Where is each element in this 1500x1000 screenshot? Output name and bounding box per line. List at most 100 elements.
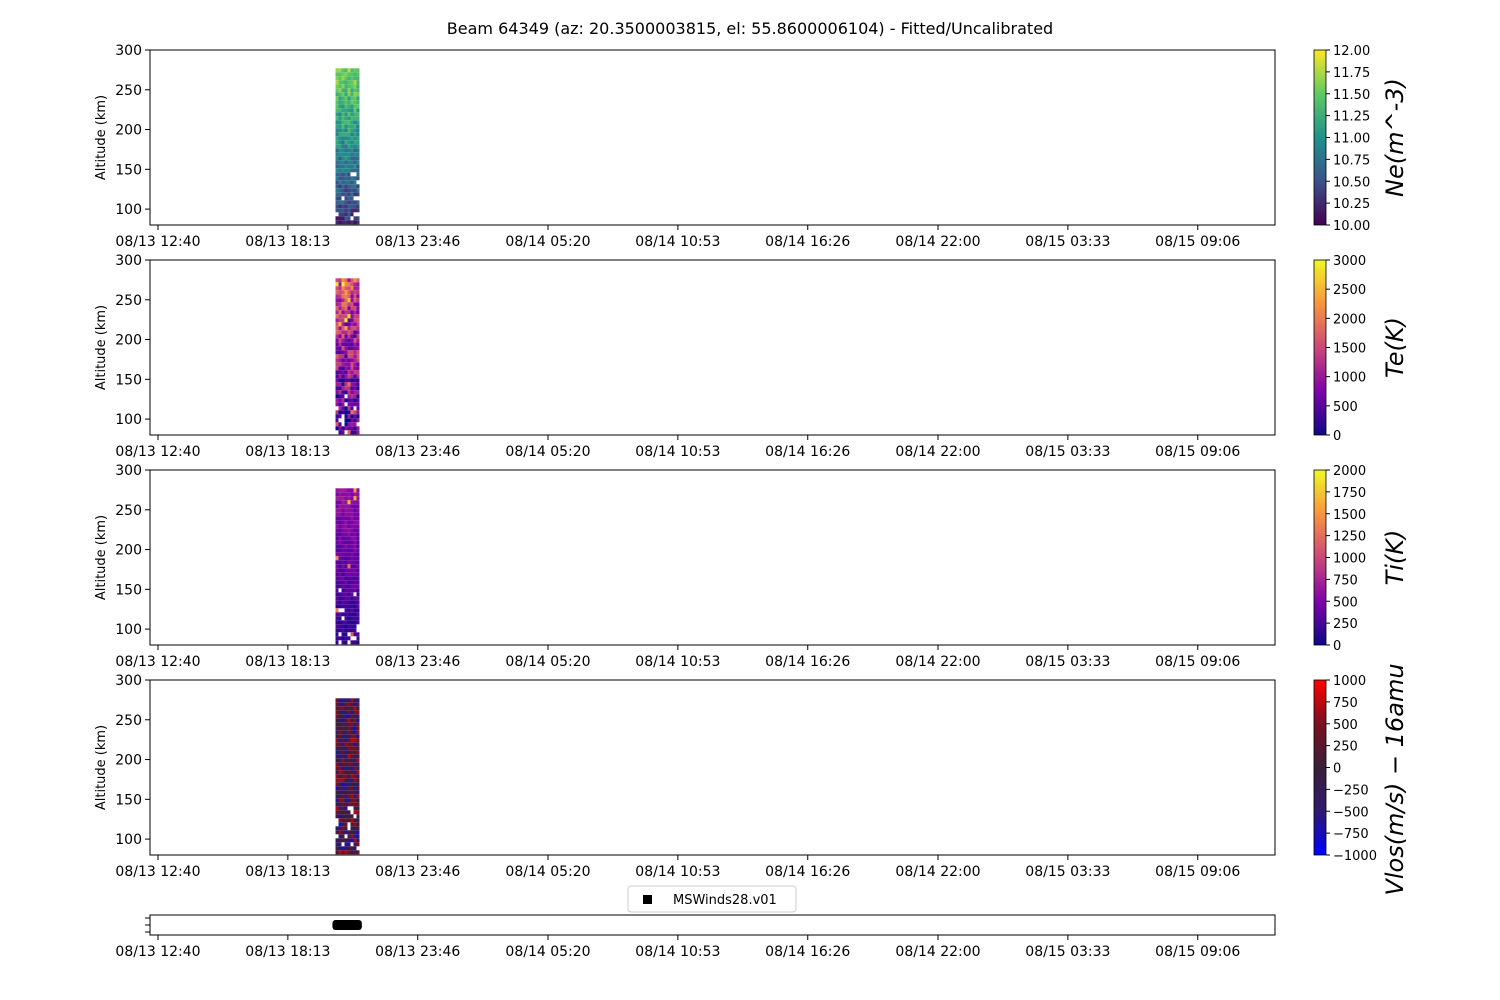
heatmap-cell: [350, 726, 354, 731]
heatmap-cell: [350, 422, 354, 427]
heatmap-cell: [353, 180, 357, 185]
heatmap-cell: [338, 148, 342, 153]
heatmap-cell: [341, 358, 345, 363]
heatmap-cell: [353, 762, 357, 767]
heatmap-cell: [344, 726, 348, 731]
heatmap-cell: [350, 612, 354, 617]
heatmap-cell: [350, 330, 354, 335]
heatmap-cell: [335, 208, 339, 213]
heatmap-cell: [356, 68, 360, 73]
heatmap-cell: [350, 786, 354, 791]
heatmap-cell: [344, 556, 348, 561]
heatmap-cell: [347, 370, 351, 375]
heatmap-cell: [356, 850, 360, 855]
heatmap-cell: [347, 568, 351, 573]
heatmap-cell: [350, 200, 354, 205]
heatmap-cell: [344, 710, 348, 715]
heatmap-cell: [347, 144, 351, 149]
heatmap-cell: [344, 310, 348, 315]
heatmap-cell: [350, 370, 354, 375]
heatmap-cell: [341, 326, 345, 331]
heatmap-cell: [350, 342, 354, 347]
heatmap-cell: [338, 124, 342, 129]
y-tick-label: 250: [115, 503, 142, 519]
heatmap-cell: [335, 504, 339, 509]
heatmap-cell: [344, 398, 348, 403]
heatmap-cell: [350, 830, 354, 835]
heatmap-cell: [347, 346, 351, 351]
x-tick-label: 08/14 10:53: [635, 234, 720, 250]
heatmap-cell: [350, 180, 354, 185]
heatmap-cell: [350, 208, 354, 213]
heatmap-cell: [338, 750, 342, 755]
heatmap-cell: [347, 192, 351, 197]
heatmap-cell: [335, 382, 339, 387]
heatmap-cell: [335, 520, 339, 525]
heatmap-cell: [344, 120, 348, 125]
heatmap-cell: [347, 184, 351, 189]
heatmap-cell: [344, 524, 348, 529]
heatmap-cell: [338, 330, 342, 335]
heatmap-cell: [341, 144, 345, 149]
heatmap-cell: [347, 96, 351, 101]
heatmap-cell: [353, 830, 357, 835]
heatmap-cell: [347, 706, 351, 711]
heatmap-cell: [353, 100, 357, 105]
colorbar-tick-label: 0: [1333, 639, 1341, 654]
heatmap-cell: [344, 136, 348, 141]
heatmap-cell: [338, 842, 342, 847]
heatmap-cell: [347, 418, 351, 423]
heatmap-cell: [347, 758, 351, 763]
heatmap-cell: [347, 596, 351, 601]
heatmap-cell: [335, 492, 339, 497]
heatmap-cell: [347, 492, 351, 497]
heatmap-cell: [335, 742, 339, 747]
heatmap-cell: [341, 394, 345, 399]
heatmap-cell: [353, 358, 357, 363]
heatmap-cell: [353, 706, 357, 711]
heatmap-cell: [350, 500, 354, 505]
heatmap-cell: [347, 718, 351, 723]
heatmap-cell: [356, 156, 360, 161]
heatmap-cell: [341, 576, 345, 581]
heatmap-cell: [335, 612, 339, 617]
panel-vlos: 100 150 200 250 300 08/13 12:40 08/13 18:13 08/…: [94, 663, 1409, 895]
colorbar-tick-label: 1000: [1333, 552, 1366, 567]
y-tick-label: 250: [115, 293, 142, 309]
heatmap-cell: [335, 718, 339, 723]
heatmap-cell: [350, 488, 354, 493]
heatmap-cell: [353, 536, 357, 541]
heatmap-cell: [344, 72, 348, 77]
heatmap-cell: [350, 362, 354, 367]
heatmap-cell: [341, 810, 345, 815]
colorbar-tick-label: 500: [1333, 400, 1358, 415]
axes-frame: [149, 259, 1276, 436]
heatmap-cell: [350, 282, 354, 287]
heatmap-cell: [356, 124, 360, 129]
heatmap-cell: [341, 152, 345, 157]
heatmap-cell: [341, 168, 345, 173]
heatmap-cell: [338, 278, 342, 283]
heatmap-cell: [353, 132, 357, 137]
heatmap-cell: [353, 188, 357, 193]
heatmap-cell: [353, 306, 357, 311]
heatmap-cell: [350, 410, 354, 415]
heatmap-cell: [356, 192, 360, 197]
heatmap-cell: [347, 540, 351, 545]
heatmap-cell: [335, 80, 339, 85]
heatmap-cell: [350, 592, 354, 597]
heatmap-cell: [335, 418, 339, 423]
heatmap-cell: [356, 616, 360, 621]
axes-frame: [149, 469, 1276, 646]
heatmap-cell: [341, 386, 345, 391]
colorbar-tick-label: 250: [1333, 740, 1358, 755]
heatmap-cell: [344, 180, 348, 185]
heatmap-cell: [338, 366, 342, 371]
heatmap-cell: [356, 766, 360, 771]
heatmap-cell: [347, 338, 351, 343]
heatmap-cell: [341, 204, 345, 209]
heatmap-cell: [347, 310, 351, 315]
heatmap-cell: [344, 850, 348, 855]
heatmap-cell: [335, 294, 339, 299]
heatmap-cell: [344, 770, 348, 775]
